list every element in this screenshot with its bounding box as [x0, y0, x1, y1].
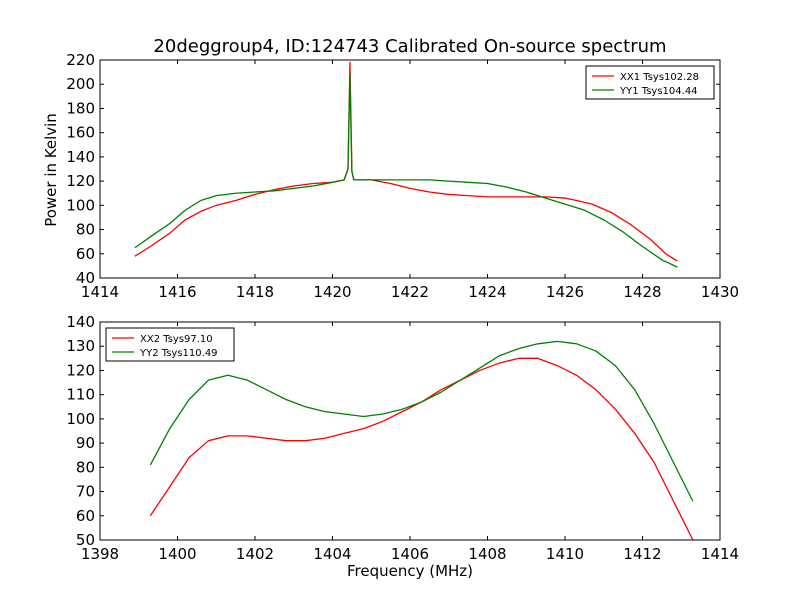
y-tick-label: 60 — [76, 507, 95, 525]
x-tick-label: 1414 — [701, 545, 739, 563]
x-tick-label: 1420 — [313, 283, 351, 301]
y-axis-label: Power in Kelvin — [42, 113, 60, 227]
y-tick-label: 40 — [76, 269, 95, 287]
x-tick-label: 1430 — [701, 283, 739, 301]
x-tick-label: 1426 — [546, 283, 584, 301]
y-tick-label: 90 — [76, 434, 95, 452]
plot-area-top: 1414 1416 1418 1420 1422 1424 1426 1428 1430 40 60… — [66, 51, 739, 301]
y-tick-label: 220 — [66, 51, 95, 69]
y-tick-label: 120 — [66, 172, 95, 190]
y-tick-label: 80 — [76, 458, 95, 476]
y-tick-label: 140 — [66, 148, 95, 166]
legend: XX1 Tsys102.28 YY1 Tsys104.44 — [585, 65, 715, 100]
x-tick-label: 1418 — [236, 283, 274, 301]
legend-box — [585, 65, 715, 100]
x-tick-label: 1414 — [81, 283, 119, 301]
legend-entry: XX2 Tsys97.10 — [140, 334, 213, 345]
legend-entry: YY1 Tsys104.44 — [619, 86, 698, 97]
plot-area-bottom: 1398 1400 1402 1404 1406 1408 1410 1412 1414 50 60… — [66, 313, 739, 563]
y-tick-label: 140 — [66, 313, 95, 331]
y-tick-label: 70 — [76, 483, 95, 501]
y-tick-label: 50 — [76, 531, 95, 549]
legend-entry: XX1 Tsys102.28 — [620, 72, 699, 83]
x-tick-label: 1428 — [623, 283, 661, 301]
y-tick-label: 80 — [76, 221, 95, 239]
y-tick-label: 100 — [66, 196, 95, 214]
x-axis-label: Frequency (MHz) — [347, 562, 473, 580]
series-line-yy — [134, 73, 678, 268]
top-spectrum-panel: 20deggroup4, ID:124743 Calibrated On-sou… — [42, 36, 739, 301]
x-tick-label: 1408 — [468, 545, 506, 563]
y-tick-label: 60 — [76, 245, 95, 263]
x-tick-label: 1424 — [468, 283, 506, 301]
x-tick-label: 1398 — [81, 545, 119, 563]
legend-entry: YY2 Tsys110.49 — [139, 348, 218, 359]
x-tick-label: 1402 — [236, 545, 274, 563]
x-tick-label: 1404 — [313, 545, 351, 563]
x-tick-label: 1400 — [158, 545, 196, 563]
x-tick-label: 1412 — [623, 545, 661, 563]
x-tick-label: 1422 — [391, 283, 429, 301]
y-tick-label: 160 — [66, 124, 95, 142]
y-tick-label: 100 — [66, 410, 95, 428]
y-tick-label: 120 — [66, 361, 95, 379]
y-tick-label: 200 — [66, 75, 95, 93]
chart-title: 20deggroup4, ID:124743 Calibrated On-sou… — [153, 36, 666, 57]
bottom-spectrum-panel: Frequency (MHz) 1398 1400 1402 1404 1406 1408… — [66, 313, 739, 580]
y-tick-label: 130 — [66, 337, 95, 355]
legend-box — [105, 327, 235, 362]
y-tick-label: 180 — [66, 99, 95, 117]
x-tick-label: 1406 — [391, 545, 429, 563]
y-tick-label: 110 — [66, 386, 95, 404]
x-tick-label: 1410 — [546, 545, 584, 563]
legend: XX2 Tsys97.10 YY2 Tsys110.49 — [105, 327, 235, 362]
x-tick-label: 1416 — [158, 283, 196, 301]
series-line-yy — [149, 340, 694, 502]
